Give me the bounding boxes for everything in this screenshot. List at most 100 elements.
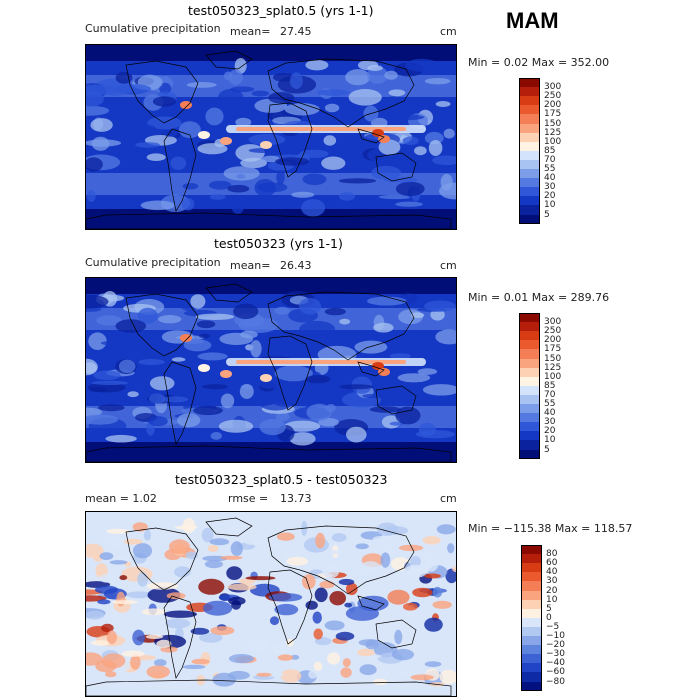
anomaly-blob — [145, 634, 164, 639]
panel-title: test050323_splat0.5 - test050323 — [175, 472, 388, 487]
colorbar-swatch — [519, 367, 540, 378]
field-blob — [428, 140, 443, 156]
mean-readout: mean = 1.02 — [85, 492, 157, 505]
field-blob — [381, 96, 404, 113]
anomaly-blob — [99, 552, 114, 560]
field-blob — [86, 91, 104, 107]
colorbar-tick-label: 5 — [544, 209, 550, 220]
units-label: cm — [440, 259, 457, 272]
field-blob — [397, 373, 431, 383]
colorbar-tick-label: 20 — [544, 191, 556, 202]
anomaly-blob — [313, 628, 323, 640]
field-blob — [445, 351, 456, 360]
anomaly-blob — [342, 658, 351, 668]
rmse-label: rmse = — [228, 492, 269, 505]
colorbar-swatch — [521, 681, 542, 692]
anomaly-blob — [123, 538, 143, 545]
coastline — [267, 335, 313, 411]
colorbar-swatch — [521, 545, 542, 555]
colorbar-tick-label: 20 — [544, 426, 556, 437]
colorbar-swatch — [521, 617, 542, 628]
colorbar-tick-label: −60 — [546, 667, 565, 678]
anomaly-blob — [442, 557, 456, 568]
anomaly-blob — [191, 658, 210, 665]
wet-spot — [260, 141, 272, 149]
colorbar-frame — [519, 313, 540, 459]
colorbar-frame — [519, 78, 540, 224]
anomaly-blob — [86, 610, 105, 620]
field-blob — [228, 69, 243, 85]
itcz-core — [236, 360, 406, 364]
anomaly-blob — [305, 600, 318, 610]
anomaly-blob — [410, 674, 434, 681]
colorbar-tick-label: −80 — [546, 676, 565, 687]
field-blob — [208, 180, 232, 190]
anomaly-blob — [314, 587, 328, 603]
field-blob — [435, 101, 451, 107]
anomaly-blob — [432, 600, 452, 609]
field-blob — [338, 192, 356, 201]
anomaly-blob — [424, 556, 439, 572]
field-blob — [373, 322, 394, 333]
anomaly-blob — [319, 580, 335, 589]
season-label: MAM — [506, 8, 559, 33]
panel-subtitle: Cumulative precipitation — [85, 256, 221, 269]
anomaly-blob — [280, 669, 302, 683]
colorbar-swatch — [519, 413, 540, 423]
colorbar-tick-label: 10 — [544, 200, 556, 211]
anomaly-blob — [106, 630, 117, 645]
colorbar-swatch — [519, 340, 540, 350]
colorbar-tick-label: 85 — [544, 380, 556, 391]
field-blob — [321, 156, 346, 170]
colorbar-swatch — [519, 169, 540, 179]
field-blob — [250, 340, 262, 358]
colorbar-tick-label: 10 — [544, 435, 556, 446]
field-blob — [362, 393, 390, 399]
field-blob — [202, 384, 228, 390]
colorbar-swatch — [519, 205, 540, 215]
field-blob — [424, 300, 456, 312]
anomaly-blob — [119, 575, 128, 581]
field-blob — [171, 357, 186, 362]
field-blob — [317, 89, 350, 96]
anomaly-blob — [314, 516, 337, 532]
colorbar-tick-label: 300 — [544, 317, 562, 328]
field-blob — [197, 352, 228, 361]
colorbar-swatch — [519, 376, 540, 387]
anomaly-blob — [156, 639, 172, 648]
field-blob — [98, 404, 125, 412]
colorbar-tick-label: 150 — [544, 353, 562, 364]
anomaly-blob — [97, 599, 111, 605]
field-blob — [218, 419, 254, 433]
anomaly-blob — [387, 589, 410, 605]
field-blob — [298, 298, 322, 315]
coastline — [125, 527, 199, 591]
anomaly-blob — [245, 541, 267, 546]
min-max-readout: Min = 0.02 Max = 352.00 — [468, 56, 610, 69]
colorbar-tick-label: 55 — [544, 399, 556, 409]
anomaly-blob — [163, 610, 197, 618]
colorbar-swatch — [519, 385, 540, 396]
anomaly-blob — [105, 671, 117, 678]
anomaly-blob — [94, 585, 119, 594]
anomaly-blob — [315, 532, 326, 549]
field-blob — [268, 92, 295, 104]
anomaly-blob — [344, 602, 353, 608]
anomaly-blob — [422, 536, 441, 545]
anomaly-blob — [165, 618, 191, 629]
panel-title: test050323 (yrs 1-1) — [214, 236, 343, 251]
field-blob — [178, 121, 201, 139]
field-blob — [414, 146, 427, 156]
anomaly-blob — [209, 538, 230, 546]
colorbar-swatch — [521, 654, 542, 664]
colorbar-tick-label: 250 — [544, 91, 562, 102]
colorbar-tick-label: 125 — [544, 127, 562, 138]
field-blob — [443, 128, 455, 139]
anomaly-blob — [432, 586, 443, 598]
anomaly-blob — [424, 617, 443, 632]
field-blob — [395, 406, 421, 425]
field-blob — [424, 78, 451, 85]
wet-spot — [378, 135, 390, 143]
field-blob — [324, 103, 340, 113]
field-blob — [257, 182, 288, 193]
